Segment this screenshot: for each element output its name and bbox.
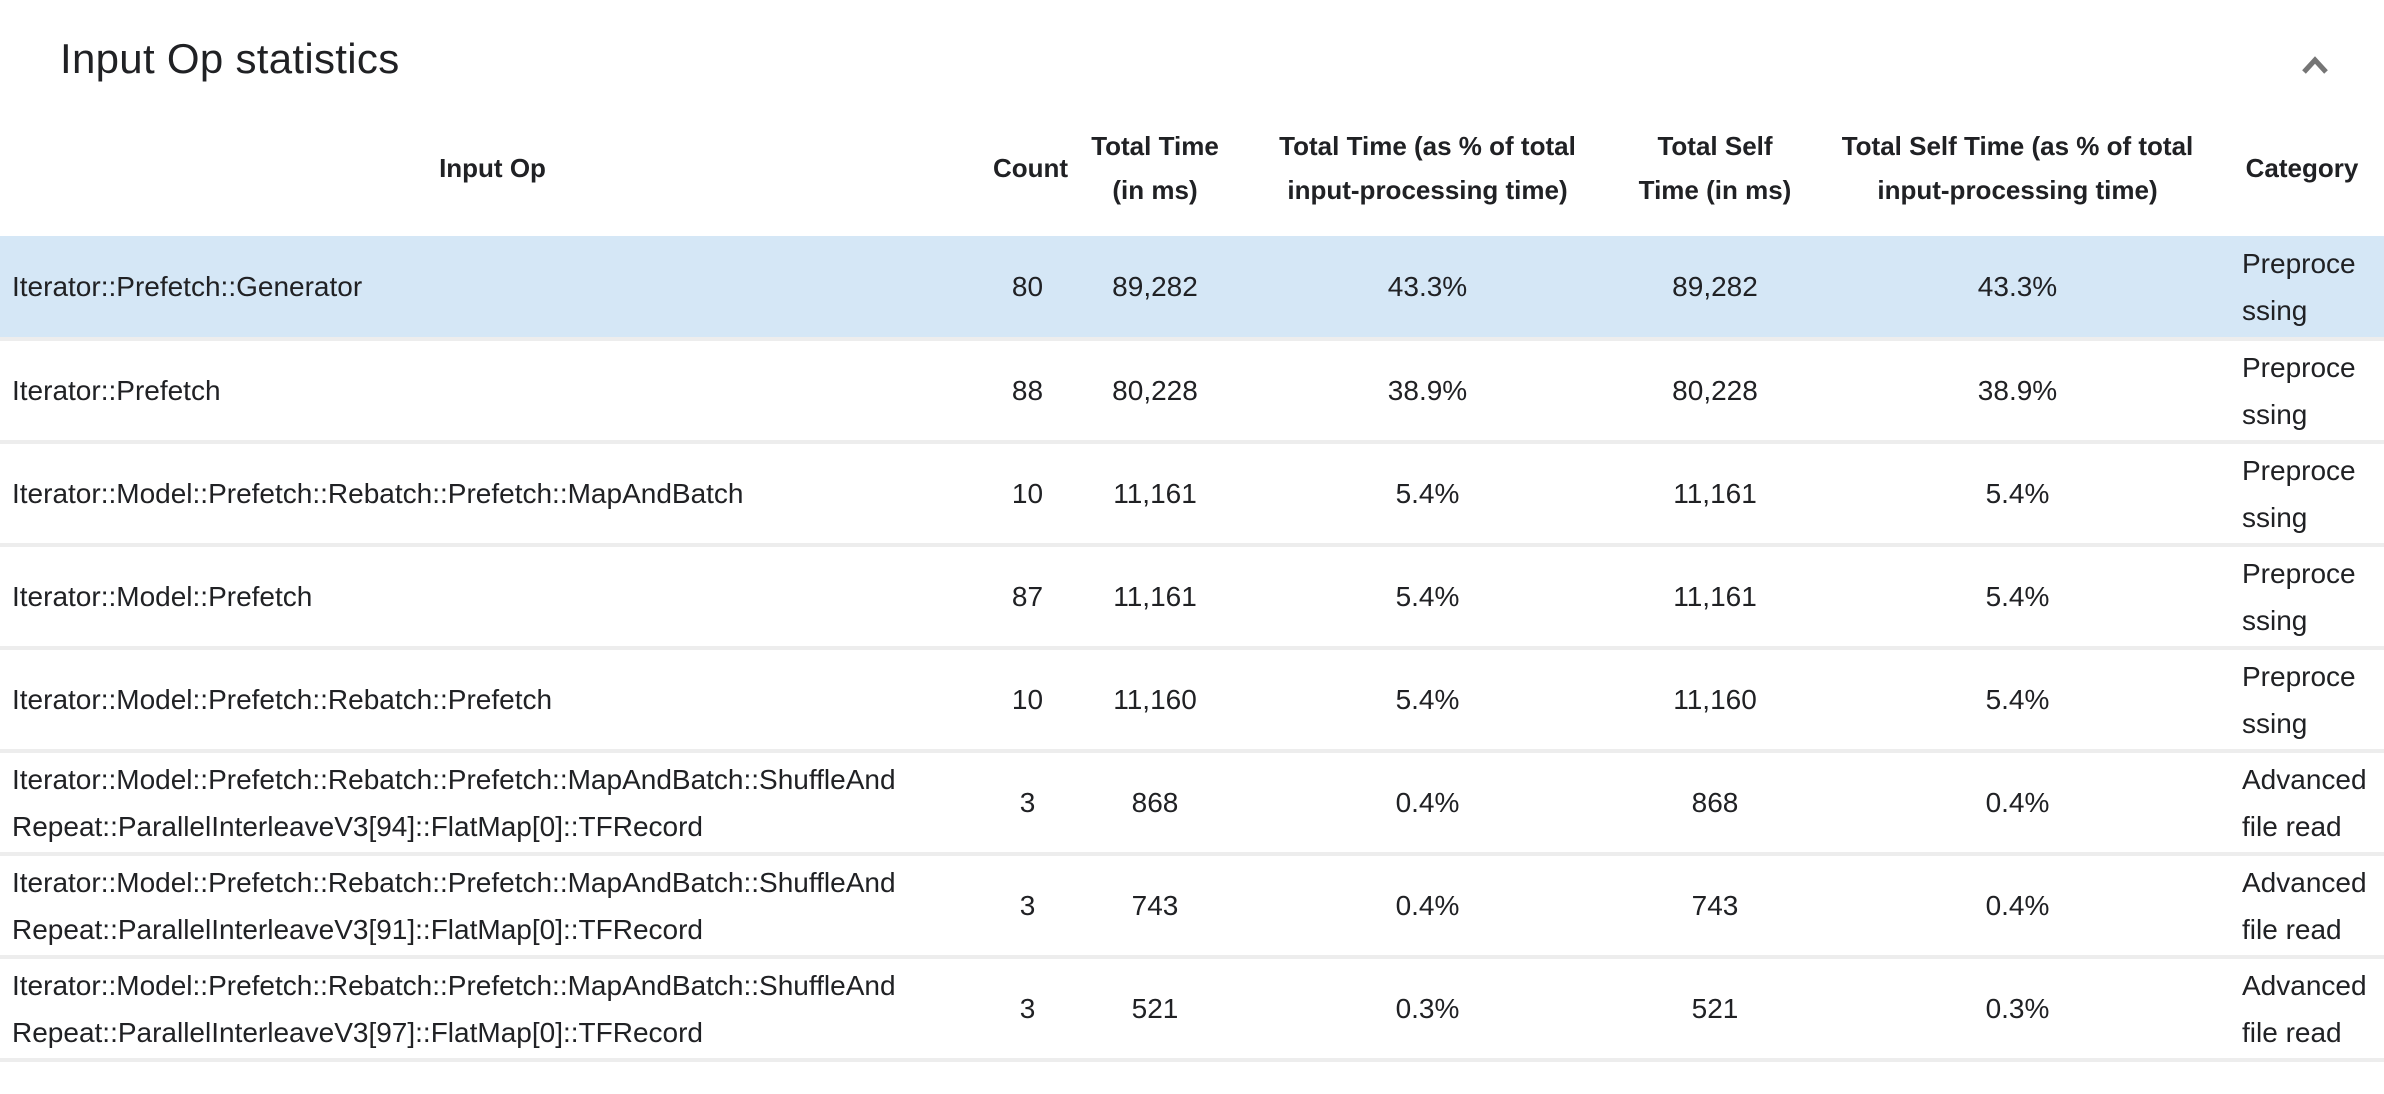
column-header-total-self-time-ms: Total Self Time (in ms) — [1638, 131, 1792, 205]
cell-total-time-pct: 5.4% — [1395, 478, 1460, 509]
cell-input-op: Iterator::Prefetch::Generator — [12, 271, 363, 302]
cell-total-self-time-pct: 0.3% — [1985, 993, 2050, 1024]
cell-category: Preprocessing — [2242, 247, 2356, 326]
cell-input-op: Iterator::Model::Prefetch::Rebatch::Pref… — [12, 969, 896, 1048]
cell-category: Preprocessing — [2242, 557, 2356, 636]
table-row[interactable]: Iterator::Prefetch 88 80,228 38.9% 80,228 38.… — [0, 339, 2384, 442]
cell-category: Preprocessing — [2242, 351, 2356, 430]
table-row[interactable]: Iterator::Model::Prefetch 87 11,161 5.4% 11,… — [0, 545, 2384, 648]
cell-total-self-time-ms: 521 — [1691, 993, 1739, 1024]
cell-total-self-time-pct: 38.9% — [1977, 375, 2058, 406]
table-row[interactable]: Iterator::Prefetch::Generator 80 89,282 43.… — [0, 236, 2384, 339]
cell-total-self-time-ms: 11,160 — [1673, 684, 1757, 715]
table-body: Iterator::Prefetch::Generator 80 89,282 43.… — [0, 236, 2384, 1060]
cell-count: 88 — [1011, 375, 1044, 406]
cell-total-self-time-pct: 0.4% — [1985, 890, 2050, 921]
cell-total-time-pct: 38.9% — [1387, 375, 1468, 406]
cell-category: Advanced file read — [2242, 866, 2367, 945]
column-header-total-time-ms: Total Time (in ms) — [1091, 131, 1219, 205]
cell-total-time-ms: 11,161 — [1113, 581, 1197, 612]
cell-total-self-time-ms: 11,161 — [1673, 478, 1757, 509]
cell-total-self-time-ms: 868 — [1691, 787, 1739, 818]
cell-total-self-time-pct: 5.4% — [1985, 581, 2050, 612]
cell-input-op: Iterator::Model::Prefetch::Rebatch::Pref… — [12, 684, 553, 715]
cell-input-op: Iterator::Model::Prefetch — [12, 581, 313, 612]
cell-total-self-time-ms: 80,228 — [1672, 375, 1758, 406]
table-row[interactable]: Iterator::Model::Prefetch::Rebatch::Pref… — [0, 648, 2384, 751]
cell-total-time-ms: 868 — [1131, 787, 1179, 818]
page-title: Input Op statistics — [60, 35, 400, 82]
cell-total-time-pct: 0.3% — [1395, 993, 1460, 1024]
cell-count: 3 — [1019, 787, 1036, 818]
cell-total-self-time-pct: 43.3% — [1977, 271, 2058, 302]
cell-input-op: Iterator::Model::Prefetch::Rebatch::Pref… — [12, 866, 896, 945]
cell-total-self-time-pct: 5.4% — [1985, 684, 2050, 715]
column-header-category: Category — [2245, 153, 2359, 183]
card-header: Input Op statistics — [0, 0, 2384, 100]
cell-count: 87 — [1011, 581, 1044, 612]
cell-total-time-pct: 0.4% — [1395, 890, 1460, 921]
table-header-row: Input Op Count Total Time (in ms) Total Tim… — [0, 100, 2384, 236]
cell-input-op: Iterator::Model::Prefetch::Rebatch::Pref… — [12, 763, 896, 842]
cell-category: Preprocessing — [2242, 660, 2356, 739]
input-op-table: Input Op Count Total Time (in ms) Total Tim… — [0, 100, 2384, 1062]
cell-total-self-time-ms: 89,282 — [1672, 271, 1758, 302]
cell-total-time-ms: 11,160 — [1113, 684, 1197, 715]
column-header-total-self-time-pct: Total Self Time (as % of total input-pro… — [1841, 131, 2194, 205]
cell-category: Advanced file read — [2242, 969, 2367, 1048]
cell-count: 3 — [1019, 890, 1036, 921]
cell-category: Advanced file read — [2242, 763, 2367, 842]
collapse-button[interactable] — [2290, 42, 2340, 92]
cell-total-time-ms: 89,282 — [1112, 271, 1198, 302]
cell-total-time-ms: 11,161 — [1113, 478, 1197, 509]
cell-total-time-pct: 5.4% — [1395, 581, 1460, 612]
cell-total-time-ms: 743 — [1131, 890, 1179, 921]
cell-input-op: Iterator::Prefetch — [12, 375, 221, 406]
cell-total-time-ms: 521 — [1131, 993, 1179, 1024]
cell-count: 80 — [1011, 271, 1044, 302]
cell-total-time-pct: 5.4% — [1395, 684, 1460, 715]
cell-count: 10 — [1011, 684, 1044, 715]
table-row[interactable]: Iterator::Model::Prefetch::Rebatch::Pref… — [0, 751, 2384, 854]
table-row[interactable]: Iterator::Model::Prefetch::Rebatch::Pref… — [0, 442, 2384, 545]
cell-input-op: Iterator::Model::Prefetch::Rebatch::Pref… — [12, 478, 744, 509]
chevron-up-icon — [2290, 42, 2340, 92]
column-header-count: Count — [993, 153, 1069, 183]
cell-total-self-time-pct: 0.4% — [1985, 787, 2050, 818]
table-row[interactable]: Iterator::Model::Prefetch::Rebatch::Pref… — [0, 854, 2384, 957]
table-row[interactable]: Iterator::Model::Prefetch::Rebatch::Pref… — [0, 957, 2384, 1060]
cell-total-self-time-ms: 11,161 — [1673, 581, 1757, 612]
cell-total-time-ms: 80,228 — [1112, 375, 1198, 406]
cell-total-time-pct: 43.3% — [1387, 271, 1468, 302]
column-header-input-op: Input Op — [439, 153, 546, 183]
cell-count: 3 — [1019, 993, 1036, 1024]
column-header-total-time-pct: Total Time (as % of total input-processi… — [1279, 131, 1576, 205]
cell-total-time-pct: 0.4% — [1395, 787, 1460, 818]
cell-category: Preprocessing — [2242, 454, 2356, 533]
table-head: Input Op Count Total Time (in ms) Total Tim… — [0, 100, 2384, 236]
cell-total-self-time-pct: 5.4% — [1985, 478, 2050, 509]
cell-count: 10 — [1011, 478, 1044, 509]
cell-total-self-time-ms: 743 — [1691, 890, 1739, 921]
